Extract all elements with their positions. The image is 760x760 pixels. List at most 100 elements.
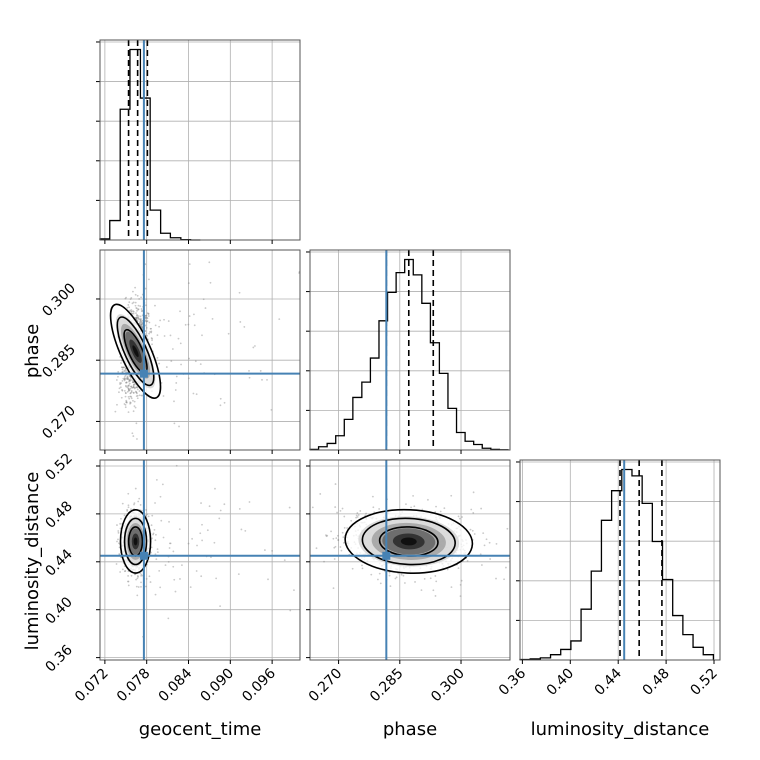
sample-point [219, 397, 222, 400]
sample-point [402, 574, 405, 577]
sample-point [124, 391, 127, 394]
sample-point [120, 396, 123, 399]
sample-point [196, 544, 198, 547]
sample-point [341, 507, 344, 510]
sample-point [132, 386, 135, 389]
sample-point [159, 495, 162, 498]
sample-point [175, 382, 178, 384]
sample-point [159, 586, 162, 589]
sample-point [126, 376, 129, 379]
sample-point [126, 376, 128, 379]
sample-point [127, 504, 130, 507]
corner-panels: 0.072 0.078 0.084 0.090 0.096 0.270 0.285 0.300… [39, 39, 721, 706]
sample-point [317, 551, 319, 553]
sample-point [163, 335, 166, 337]
sample-point [240, 528, 243, 531]
tick-label-x-luminosity_distance: 0.44 [592, 665, 625, 698]
sample-point [137, 308, 140, 311]
sample-point [174, 590, 177, 593]
sample-point [131, 386, 134, 389]
sample-point [173, 578, 176, 581]
sample-point [187, 377, 190, 380]
sample-point [129, 392, 132, 394]
sample-point [135, 317, 138, 320]
sample-point [122, 377, 125, 380]
sample-point [130, 574, 133, 577]
sample-point [243, 326, 246, 328]
sample-point [132, 386, 135, 389]
tick-label-x-geocent_time: 0.084 [156, 665, 196, 705]
sample-point [131, 302, 134, 305]
sample-point [146, 513, 149, 516]
sample-point [215, 577, 218, 580]
sample-point [121, 371, 124, 373]
sample-point [119, 571, 122, 573]
sample-point [219, 509, 222, 512]
density-level [132, 345, 139, 358]
sample-point [333, 546, 336, 549]
panel-frame [99, 459, 301, 661]
sample-point [126, 375, 129, 378]
tick-label-x-geocent_time: 0.078 [114, 666, 154, 706]
x-axis-label-geocent-time: geocent_time [139, 719, 262, 740]
sample-point [136, 309, 138, 312]
sample-point [155, 533, 157, 536]
sample-point [129, 298, 132, 300]
sample-point [355, 516, 358, 519]
sample-point [131, 381, 134, 384]
sample-point [339, 546, 342, 548]
sample-point [173, 422, 176, 425]
sample-point [434, 595, 437, 597]
panel-phase-vs-luminosity_distance [259, 459, 511, 661]
sample-point [339, 509, 342, 512]
sample-point [421, 508, 424, 511]
sample-point [201, 523, 203, 526]
panel-phase-hist [306, 249, 511, 451]
sample-point [248, 376, 251, 379]
sample-point [120, 517, 122, 520]
sample-point [133, 405, 136, 408]
sample-point [150, 337, 153, 339]
sample-point [130, 397, 133, 400]
sample-point [156, 356, 159, 359]
sample-point [132, 386, 135, 388]
sample-point [127, 385, 130, 387]
sample-point [144, 320, 147, 322]
sample-point [171, 348, 174, 350]
sample-point [130, 309, 133, 311]
sample-point [267, 578, 269, 581]
sample-point [165, 366, 168, 368]
sample-point [149, 331, 151, 333]
sample-point [123, 403, 126, 405]
sample-point [470, 508, 473, 511]
sample-point [259, 574, 261, 576]
sample-point [377, 578, 379, 581]
sample-point [413, 505, 416, 508]
sample-point [371, 495, 374, 498]
sample-point [128, 301, 131, 304]
sample-point [180, 363, 182, 366]
sample-point [146, 334, 149, 337]
contour-1 [361, 517, 456, 566]
sample-point [342, 536, 345, 539]
sample-point [174, 389, 177, 391]
sample-point [125, 399, 128, 402]
sample-point [119, 382, 121, 384]
sample-point [123, 369, 126, 372]
sample-point [126, 307, 129, 309]
sample-point [350, 456, 352, 458]
sample-point [259, 370, 262, 372]
sample-point [427, 498, 429, 501]
sample-point [172, 565, 175, 568]
sample-point [361, 567, 364, 570]
sample-point [206, 529, 209, 532]
sample-point [154, 539, 157, 542]
tick-label-y-phase: 0.285 [39, 342, 79, 382]
sample-point [135, 312, 137, 315]
sample-point [124, 403, 127, 406]
sample-point [135, 578, 137, 581]
sample-point [361, 564, 363, 567]
sample-point [457, 567, 460, 569]
sample-point [135, 422, 138, 425]
sample-point [394, 577, 397, 580]
